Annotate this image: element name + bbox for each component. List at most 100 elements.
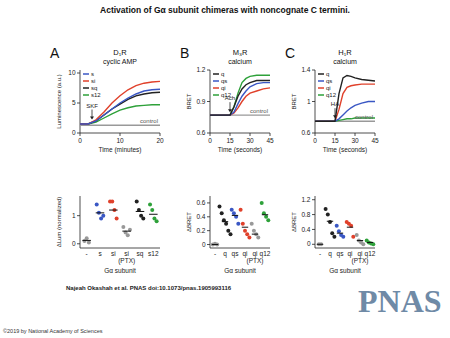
dot (264, 215, 268, 219)
y-tick (312, 70, 315, 71)
plot-area (80, 81, 160, 125)
annotation-label: SKF (86, 103, 98, 109)
label-line: qs (337, 250, 345, 258)
legend-label: q12 (326, 92, 337, 98)
dot (330, 231, 334, 235)
x-tick (270, 133, 271, 136)
dot (236, 222, 240, 226)
dot (256, 236, 260, 240)
x-tick-label: q (223, 250, 227, 258)
legend-swatch (213, 80, 219, 82)
legend-swatch (83, 94, 89, 96)
annotation-arrowhead (90, 117, 94, 120)
x-axis (210, 133, 270, 134)
series-line (80, 92, 160, 124)
mean-line (136, 211, 145, 212)
y-tick (312, 214, 315, 215)
y-axis-label: ΔBRET (186, 212, 192, 232)
y-tick (207, 244, 210, 245)
citation: Najeah Okashah et al. PNAS doi:10.1073/p… (66, 285, 232, 291)
y-tick (207, 70, 210, 71)
dot (85, 236, 89, 240)
x-tick (80, 133, 81, 136)
panel-title: H₁R (338, 48, 352, 57)
label-line: q (223, 250, 227, 258)
label-line: (PTX) (247, 257, 264, 265)
y-axis-label: BRET (186, 93, 192, 109)
mean-line (327, 221, 333, 222)
panel: 0510Luminescence (a.u.)01020Time (minute… (50, 45, 164, 154)
panel: 0.611.4BRET0153045Time (seconds)CH₁Rcalc… (285, 45, 379, 154)
x-axis-label: Time (seconds) (323, 146, 368, 154)
mean-line (317, 244, 323, 245)
panel: 00.40.81.2ΔBRET-qqsqiqi(PTX)q12Gα subuni… (291, 196, 376, 274)
dot (155, 219, 159, 223)
x-tick-label: 10 (116, 137, 124, 144)
y-tick (312, 133, 315, 134)
y-tick (77, 243, 80, 244)
dot (121, 225, 125, 229)
x-tick-label: qs (232, 250, 240, 258)
x-tick (355, 133, 356, 136)
mean-line (337, 233, 343, 234)
panel: 01ΔLum (normalized)-ssisi(PTX)sqs12Gα su… (56, 196, 160, 274)
dot (224, 222, 228, 226)
y-axis-label: BRET (291, 93, 297, 109)
panel-title: M₃R (233, 48, 248, 57)
panel-title: D₁R (113, 48, 127, 57)
plot-area (82, 200, 158, 245)
mean-line (222, 221, 228, 222)
x-axis (210, 248, 270, 249)
label-line: - (86, 250, 88, 257)
figure-title: Activation of Gα subunit chimeras with n… (100, 5, 350, 15)
y-tick (207, 101, 210, 102)
x-tick-label: - (319, 250, 321, 257)
legend-label: s (91, 71, 94, 77)
mean-line (367, 242, 373, 243)
dot (226, 229, 230, 233)
dot (87, 240, 91, 244)
x-tick-label: sq (137, 250, 144, 258)
y-tick-label: 0.8 (301, 211, 310, 218)
dot (332, 235, 336, 239)
x-tick (120, 133, 121, 136)
label-line: sq (137, 250, 144, 258)
panel: 0.60.91.2BRET0153045Time (seconds)BM₃Rca… (180, 45, 274, 154)
x-tick (250, 133, 251, 136)
copyright: ©2019 by National Academy of Sciences (3, 328, 103, 334)
mean-line (109, 210, 118, 211)
dot (230, 208, 234, 212)
dot (260, 201, 264, 205)
dot (239, 208, 243, 212)
x-tick-label: 0 (208, 137, 212, 144)
annotation-arrowhead (333, 115, 337, 118)
dot (252, 229, 256, 233)
dot (220, 211, 224, 215)
y-tick-label: 0 (72, 240, 76, 247)
dot (101, 214, 105, 218)
x-tick-label: s12 (148, 250, 159, 257)
y-axis (80, 196, 81, 248)
series-line (210, 83, 270, 116)
y-tick (312, 101, 315, 102)
x-tick-label: - (214, 250, 216, 257)
series-line (315, 84, 375, 121)
dot (126, 233, 130, 237)
y-tick-label: 0 (202, 241, 206, 248)
series-line (315, 76, 375, 122)
x-tick-label: 0 (313, 137, 317, 144)
legend-swatch (213, 73, 219, 75)
x-tick-label: 15 (331, 137, 339, 144)
x-axis-label: Gα subunit (329, 267, 361, 274)
x-axis (315, 133, 375, 134)
y-tick-label: 1.4 (301, 66, 310, 73)
panel-label: A (50, 45, 60, 61)
x-axis-label: Gα subunit (104, 267, 136, 274)
annotation-label: HA (331, 101, 339, 107)
dot (335, 224, 339, 228)
legend-swatch (213, 87, 219, 89)
dot (243, 229, 247, 233)
legend-swatch (318, 73, 324, 75)
legend-label: si (91, 78, 95, 84)
label-line: s12 (148, 250, 159, 257)
